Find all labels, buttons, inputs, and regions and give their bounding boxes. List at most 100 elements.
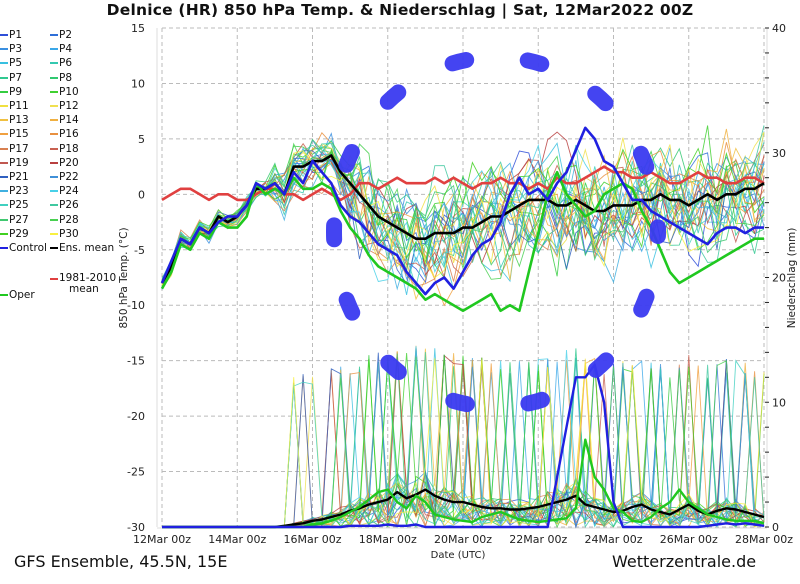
- legend-item-p5: P5: [0, 57, 22, 70]
- legend-label: P19: [9, 156, 29, 169]
- model-info: GFS Ensemble, 45.5N, 15E: [14, 552, 228, 571]
- y2-tick-label: 10: [772, 396, 786, 409]
- legend-label: P13: [9, 114, 29, 127]
- legend-label: P11: [9, 100, 29, 112]
- temp-line-oper: [160, 170, 764, 313]
- legend-label: Control: [9, 242, 47, 254]
- legend-label: P2: [59, 29, 73, 41]
- temp-line-control: [160, 126, 764, 296]
- annotation-oval: [326, 49, 666, 415]
- legend-label: Ens. mean: [59, 242, 115, 254]
- legend-item-p10: P10: [50, 86, 79, 99]
- legend-label: P27: [9, 213, 29, 226]
- legend-item-p1: P1: [0, 29, 22, 42]
- x-tick-label: 12Mar 00z: [133, 533, 191, 546]
- legend-swatch: [50, 161, 58, 164]
- legend-swatch: [50, 218, 58, 221]
- legend-item-p7: P7: [0, 72, 22, 85]
- y2-tick-label: 20: [772, 272, 786, 285]
- legend-item-oper: Oper: [0, 289, 35, 302]
- legend-swatch: [0, 105, 8, 107]
- x-tick-label: 24Mar 00z: [584, 533, 642, 546]
- legend-item-p9: P9: [0, 86, 22, 99]
- legend-item-p14: P14: [50, 114, 79, 127]
- legend-swatch: [50, 190, 58, 193]
- legend-swatch: [50, 176, 58, 178]
- legend-item-p19: P19: [0, 157, 29, 170]
- legend-swatch: [50, 278, 58, 281]
- legend-swatch: [0, 76, 8, 79]
- legend-swatch: [0, 34, 8, 36]
- legend-swatch: [50, 34, 58, 36]
- legend-label: P26: [59, 199, 79, 212]
- legend-label: P5: [9, 57, 23, 70]
- legend-item-p17: P17: [0, 143, 29, 156]
- legend-label: P29: [9, 227, 29, 240]
- y-tick-label: -30: [127, 521, 145, 534]
- legend-swatch: [50, 204, 58, 207]
- legend-swatch: [0, 232, 8, 235]
- legend-label: P1: [9, 29, 23, 41]
- legend-swatch: [0, 293, 8, 296]
- legend-swatch: [0, 48, 8, 51]
- legend-swatch: [0, 204, 8, 207]
- legend-label: P6: [59, 57, 73, 70]
- legend-item-p24: P24: [50, 185, 79, 198]
- legend-label: P7: [9, 71, 23, 84]
- x-tick-label: 14Mar 00z: [208, 533, 266, 546]
- legend-item-ens-mean: Ens. mean: [50, 242, 114, 255]
- y-tick-label: 10: [131, 77, 145, 90]
- x-tick-label: 18Mar 00z: [359, 533, 417, 546]
- axis-labels: 15 10 5 0 -5 -10 -15 -20 -25 -30 40 30 20 10 0 12Mar 00…: [118, 22, 798, 561]
- legend-swatch: [0, 176, 8, 178]
- y-tick-label: -10: [127, 299, 145, 312]
- x-tick-label: 20Mar 00z: [434, 533, 492, 546]
- legend-item-p8: P8: [50, 72, 72, 85]
- legend-swatch: [50, 48, 58, 51]
- axes: [156, 27, 769, 529]
- legend-label: P22: [59, 171, 79, 183]
- legend-item-p28: P28: [50, 214, 79, 227]
- y-tick-label: 15: [131, 22, 145, 35]
- legend-item-p13: P13: [0, 114, 29, 127]
- x-tick-label: 22Mar 00z: [509, 533, 567, 546]
- legend-item-p15: P15: [0, 128, 29, 141]
- legend-swatch: [50, 62, 58, 65]
- legend-label: 1981-2010 mean: [59, 272, 117, 296]
- legend-swatch: [50, 247, 58, 249]
- legend-item-p30: P30: [50, 228, 79, 241]
- y2-tick-label: 0: [772, 521, 779, 534]
- legend-item-p3: P3: [0, 43, 22, 56]
- legend-swatch: [0, 90, 8, 93]
- legend-swatch: [0, 62, 8, 65]
- x-tick-label: 16Mar 00z: [283, 533, 341, 546]
- x-tick-label: 28Mar 00z: [735, 533, 793, 546]
- x-axis-label: Date (UTC): [431, 550, 486, 561]
- legend-swatch: [50, 232, 58, 235]
- legend-label: P25: [9, 199, 29, 212]
- legend-swatch: [0, 133, 8, 136]
- legend-label: P15: [9, 128, 29, 141]
- y2-axis-label: Niederschlag (mm): [786, 228, 798, 329]
- legend-label: P30: [59, 227, 79, 240]
- legend-item-p21: P21: [0, 171, 29, 184]
- legend-label: P3: [9, 43, 23, 56]
- legend-label: P23: [9, 185, 29, 198]
- legend-item-p6: P6: [50, 57, 72, 70]
- legend-label: P17: [9, 142, 29, 155]
- legend-swatch: [50, 147, 58, 150]
- legend-label: P28: [59, 213, 79, 226]
- legend-item-p22: P22: [50, 171, 79, 184]
- legend-label: P9: [9, 85, 23, 98]
- legend-label: P18: [59, 142, 79, 155]
- legend-item-p2: P2: [50, 29, 72, 42]
- legend-label: P21: [9, 171, 29, 183]
- legend-swatch: [0, 218, 8, 221]
- legend-swatch: [0, 247, 8, 249]
- legend-swatch: [0, 147, 8, 150]
- y2-tick-label: 40: [772, 22, 786, 35]
- legend-swatch: [50, 90, 58, 93]
- legend-label: P16: [59, 128, 79, 141]
- legend-label: Oper: [9, 288, 35, 301]
- legend-item-p20: P20: [50, 157, 79, 170]
